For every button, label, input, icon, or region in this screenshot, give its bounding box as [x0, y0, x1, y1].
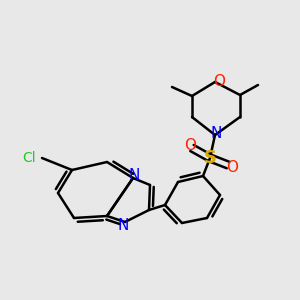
Text: N: N [128, 167, 140, 182]
Text: N: N [210, 125, 222, 140]
Text: N: N [117, 218, 129, 232]
Text: O: O [226, 160, 238, 175]
Text: O: O [213, 74, 225, 89]
Text: Cl: Cl [22, 151, 36, 165]
Text: S: S [203, 149, 217, 167]
Text: O: O [184, 139, 196, 154]
